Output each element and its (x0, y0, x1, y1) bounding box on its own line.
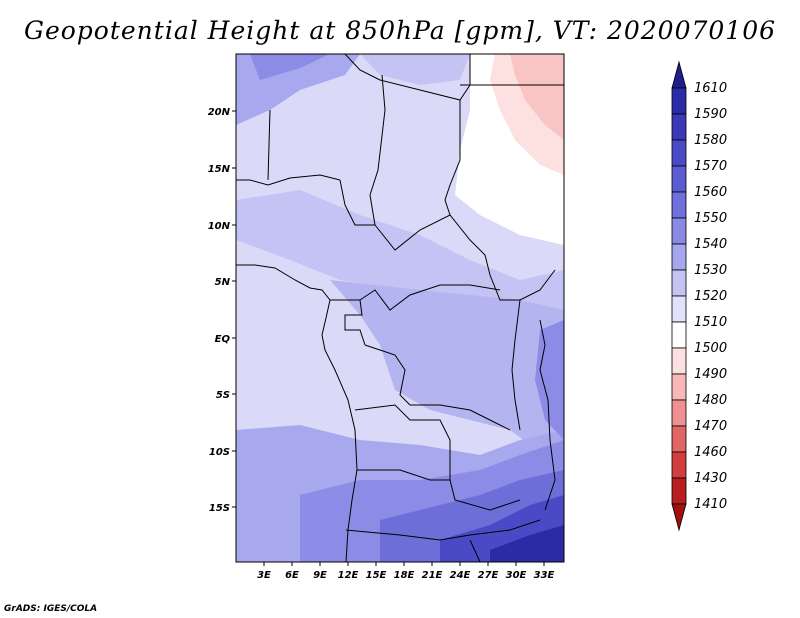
field-pink2-ne (510, 54, 564, 140)
lon-tick-27e: 27E (478, 570, 499, 581)
lon-axis: 3E 6E 9E 12E 15E 18E 21E 24E 27E 30E 33E (257, 562, 555, 581)
lon-tick-21e: 21E (422, 570, 443, 581)
lon-tick-6e: 6E (285, 570, 299, 581)
colorbar-swatch (671, 425, 687, 453)
colorbar-swatch (671, 113, 687, 141)
colorbar-swatch (671, 295, 687, 323)
lat-tick-10n: 10N (208, 221, 231, 232)
colorbar-label: 1610 (694, 81, 727, 96)
colorbar-label: 1490 (694, 367, 727, 382)
colorbar-swatch (671, 399, 687, 427)
lon-tick-12e: 12E (338, 570, 359, 581)
colorbar-label: 1550 (694, 211, 727, 226)
colorbar-swatch (671, 139, 687, 167)
colorbar-swatch (671, 451, 687, 479)
coastlines-borders (236, 54, 564, 562)
map-frame (235, 53, 565, 563)
lon-tick-15e: 15E (366, 570, 387, 581)
colorbar-label: 1580 (694, 133, 727, 148)
lon-tick-9e: 9E (313, 570, 327, 581)
field-band-nw2 (250, 54, 330, 80)
colorbar-label: 1470 (694, 419, 727, 434)
field-band-congo (330, 280, 564, 470)
colorbar-swatch (671, 347, 687, 375)
colorbar-label: 1590 (694, 107, 727, 122)
lat-tick-5n: 5N (215, 277, 231, 288)
lat-tick-10s: 10S (209, 447, 230, 458)
colorbar: 1610 1590 1580 1570 1560 1550 1540 1530 1520 1510… (671, 60, 727, 532)
lat-axis: 20N 15N 10N 5N EQ 5S 10S 15S (208, 107, 236, 514)
colorbar-label: 1540 (694, 237, 727, 252)
colorbar-label: 1530 (694, 263, 727, 278)
colorbar-label: 1410 (694, 497, 727, 512)
colorbar-swatch (671, 217, 687, 245)
colorbar-swatch (671, 373, 687, 401)
colorbar-label: 1500 (694, 341, 727, 356)
lon-tick-18e: 18E (394, 570, 415, 581)
lon-tick-24e: 24E (450, 570, 471, 581)
map-title: Geopotential Height at 850hPa [gpm], VT:… (23, 16, 777, 45)
lat-tick-15n: 15N (208, 164, 231, 175)
colorbar-label: 1510 (694, 315, 727, 330)
lat-tick-20n: 20N (208, 107, 231, 118)
height-field (236, 54, 564, 562)
lon-tick-30e: 30E (506, 570, 527, 581)
colorbar-label: 1460 (694, 445, 727, 460)
colorbar-swatch (671, 191, 687, 219)
lon-tick-3e: 3E (257, 570, 271, 581)
colorbar-label: 1430 (694, 471, 727, 486)
colorbar-swatch (671, 243, 687, 271)
colorbar-swatch (671, 503, 687, 532)
grads-credit: GrADS: IGES/COLA (4, 604, 98, 614)
field-south-5 (490, 525, 564, 562)
colorbar-label: 1480 (694, 393, 727, 408)
colorbar-swatch (671, 87, 687, 115)
colorbar-label: 1560 (694, 185, 727, 200)
lat-tick-5s: 5S (216, 390, 230, 401)
field-east-rift (535, 320, 564, 440)
lat-tick-15s: 15S (209, 503, 230, 514)
colorbar-swatch (671, 477, 687, 505)
lon-tick-33e: 33E (534, 570, 555, 581)
colorbar-swatch (671, 60, 687, 89)
lat-tick-eq: EQ (215, 334, 231, 345)
colorbar-swatch (671, 321, 687, 349)
field-band-top (360, 54, 470, 85)
colorbar-label: 1520 (694, 289, 727, 304)
colorbar-swatch (671, 269, 687, 297)
colorbar-swatch (671, 165, 687, 193)
colorbar-label: 1570 (694, 159, 727, 174)
